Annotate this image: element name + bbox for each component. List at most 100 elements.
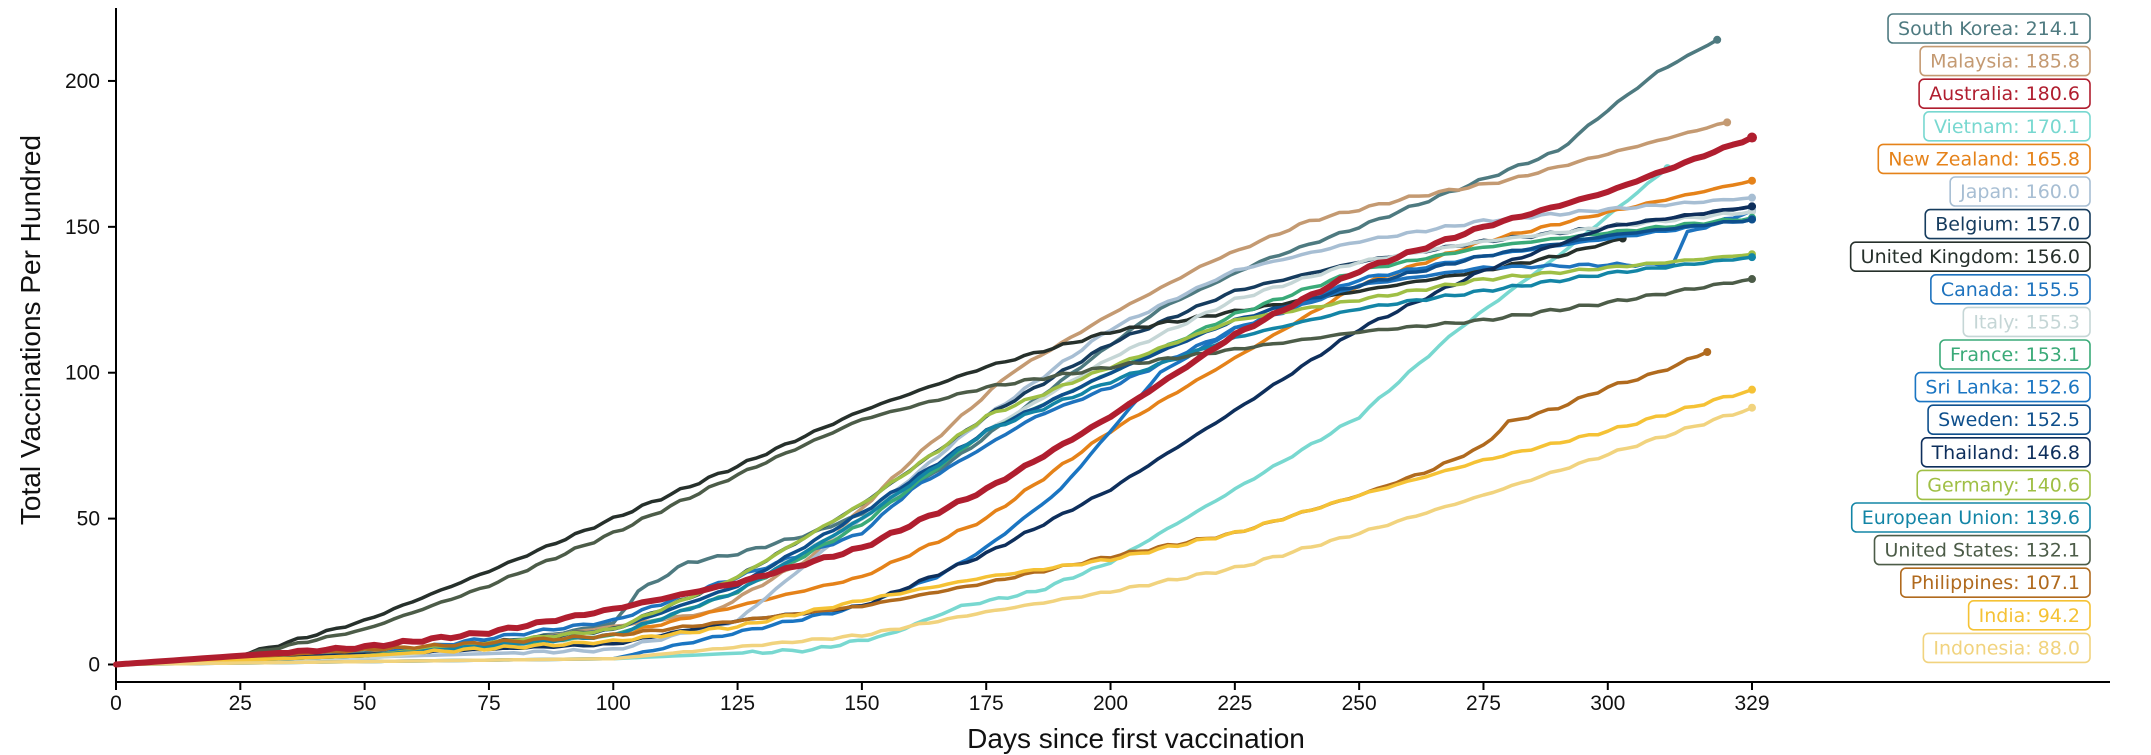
legend-entry-thailand: Thailand: 146.8 (1920, 436, 2091, 468)
legend-entry-united-states: United States: 132.1 (1873, 534, 2091, 566)
legend-box (1899, 567, 2091, 599)
legend-label: Vietnam: 170.1 (1934, 116, 2080, 138)
legend-box (1927, 404, 2091, 436)
legend-label: Sri Lanka: 152.6 (1925, 377, 2080, 399)
legend-label: Sweden: 152.5 (1938, 409, 2080, 431)
y-axis-title: Total Vaccinations Per Hundred (15, 135, 46, 525)
legend-box (1922, 632, 2091, 664)
legend-entry-vietnam: Vietnam: 170.1 (1923, 111, 2091, 142)
series-line-united-states (114, 277, 1754, 667)
legend-entry-indonesia: Indonesia: 88.0 (1922, 632, 2091, 664)
x-tick-label: 225 (1217, 692, 1252, 715)
legend-box (1949, 176, 2091, 207)
x-tick-label: 275 (1466, 692, 1501, 715)
legend-box (1849, 241, 2091, 272)
x-tick-label: 0 (110, 692, 122, 715)
series-end-marker-japan (1748, 193, 1756, 202)
legend-label: European Union: 139.6 (1862, 507, 2080, 529)
legend-box (1924, 208, 2091, 240)
legend-label: New Zealand: 165.8 (1888, 148, 2080, 170)
x-tick-label: 250 (1342, 692, 1377, 715)
legend-entry-united-kingdom: United Kingdom: 156.0 (1849, 241, 2091, 272)
series-line-australia (113, 134, 1755, 668)
series-line-canada (114, 209, 1754, 667)
legend-label: France: 153.1 (1950, 344, 2080, 366)
legend-entry-italy: Italy: 155.3 (1962, 306, 2091, 338)
x-tick-label: 175 (969, 692, 1004, 715)
series-line-philippines (114, 350, 1709, 667)
legend-entry-new-zealand: New Zealand: 165.8 (1877, 143, 2091, 175)
legend-box (1939, 339, 2091, 370)
legend-box (1967, 599, 2091, 631)
x-tick-label: 300 (1590, 692, 1625, 715)
series-end-marker-india (1748, 385, 1756, 394)
legend-label: Japan: 160.0 (1959, 181, 2080, 203)
legend-box (1914, 371, 2091, 403)
legend-box (1923, 111, 2091, 142)
x-tick-label: 75 (477, 692, 500, 715)
y-tick-label: 200 (65, 70, 100, 93)
series-end-marker-philippines (1703, 348, 1712, 357)
x-tick-label: 200 (1093, 692, 1128, 715)
series-line-india (114, 387, 1754, 667)
y-tick-label: 50 (77, 508, 100, 531)
axes (115, 8, 2110, 683)
x-tick-label: 25 (229, 692, 252, 715)
legend-entry-european-union: European Union: 139.6 (1850, 502, 2091, 533)
series-line-united-kingdom (114, 236, 1625, 667)
legend-label: Belgium: 157.0 (1935, 214, 2080, 236)
legend-box (1916, 469, 2091, 501)
series-end-marker-indonesia (1748, 403, 1756, 412)
legend-label: Malaysia: 185.8 (1930, 51, 2080, 73)
legend-entry-france: France: 153.1 (1939, 339, 2091, 370)
legend-entry-australia: Australia: 180.6 (1918, 78, 2091, 109)
legend-box (1850, 502, 2091, 533)
series-end-marker-sweden (1748, 215, 1756, 224)
legend-entry-germany: Germany: 140.6 (1916, 469, 2091, 501)
x-axis-title: Days since first vaccination (967, 723, 1305, 754)
series-end-marker-thailand (1748, 202, 1756, 211)
series-end-marker-new-zealand (1748, 176, 1756, 185)
legend-label: India: 94.2 (1979, 605, 2080, 627)
legend-entry-sweden: Sweden: 152.5 (1927, 404, 2091, 436)
legend-entry-malaysia: Malaysia: 185.8 (1919, 45, 2091, 77)
legend-entry-canada: Canada: 155.5 (1930, 273, 2091, 305)
tick-labels: 0 25 50 75 100 125 150 175 200 225 250 275 300 329 0 50… (65, 70, 1770, 715)
legend-label: Australia: 180.6 (1929, 83, 2080, 105)
legend-entry-philippines: Philippines: 107.1 (1899, 567, 2091, 599)
series-lines (113, 35, 1757, 668)
series-end-marker-malaysia (1723, 118, 1732, 127)
legend-label: Philippines: 107.1 (1911, 572, 2080, 594)
legend-entry-sri-lanka: Sri Lanka: 152.6 (1914, 371, 2091, 403)
series-line-indonesia (114, 405, 1754, 667)
legend-label: Italy: 155.3 (1973, 311, 2080, 333)
legend-box (1919, 45, 2091, 77)
legend-box (1873, 534, 2091, 566)
x-tick-label: 329 (1734, 692, 1769, 715)
legend-label: Indonesia: 88.0 (1933, 637, 2080, 659)
series-end-marker-south-korea (1713, 35, 1722, 44)
legend-label: Thailand: 146.8 (1931, 442, 2080, 464)
legend-box (1930, 273, 2091, 305)
x-tick-label: 125 (720, 692, 755, 715)
legend-label: South Korea: 214.1 (1898, 18, 2080, 40)
legend-box (1877, 143, 2091, 175)
series-line-south-korea (114, 38, 1719, 667)
legend-box (1962, 306, 2091, 338)
legend-box (1887, 13, 2091, 44)
legend-entry-india: India: 94.2 (1967, 599, 2091, 631)
legend-entry-belgium: Belgium: 157.0 (1924, 208, 2091, 240)
legend-label: Germany: 140.6 (1927, 474, 2080, 496)
series-line-italy (114, 209, 1754, 667)
y-tick-label: 100 (65, 362, 100, 385)
series-end-marker-european-union (1748, 253, 1756, 262)
x-tick-label: 150 (844, 692, 879, 715)
legend: South Korea: 214.1 Malaysia: 185.8 Austral… (1849, 13, 2091, 664)
legend-label: United Kingdom: 156.0 (1861, 246, 2080, 268)
legend-entry-south-korea: South Korea: 214.1 (1887, 13, 2091, 44)
series-end-marker-australia (1747, 132, 1757, 143)
y-tick-label: 150 (65, 216, 100, 239)
x-tick-label: 50 (353, 692, 376, 715)
